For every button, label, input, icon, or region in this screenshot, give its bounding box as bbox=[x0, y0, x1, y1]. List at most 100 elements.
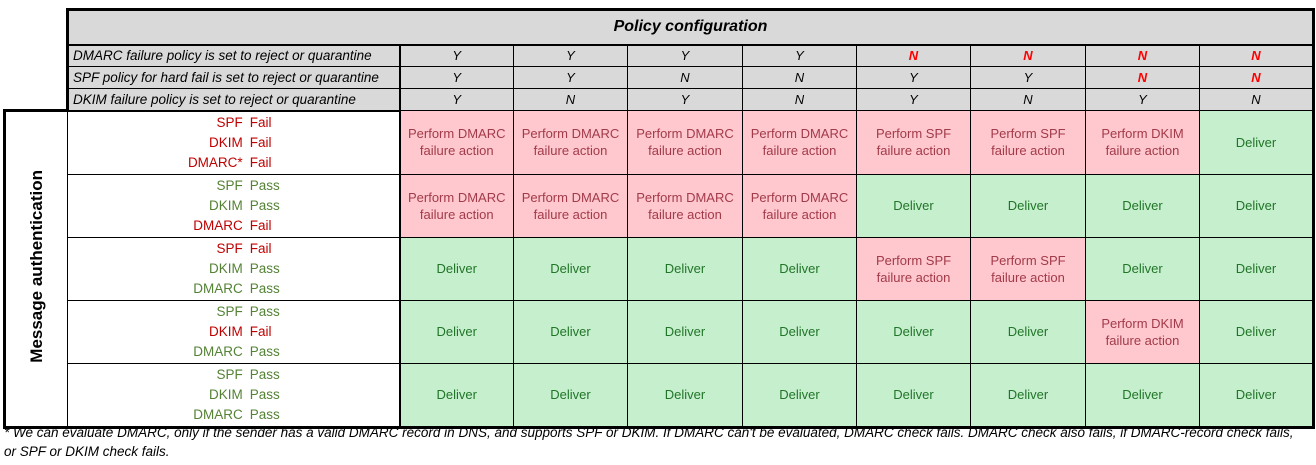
outcome-cell: Deliver bbox=[513, 362, 628, 429]
footnote-line: or SPF or DKIM check fails. bbox=[4, 444, 170, 459]
status-label: Pass bbox=[249, 343, 280, 359]
policy-value-cell: N bbox=[742, 66, 857, 89]
protocol-label: DMARC bbox=[193, 343, 243, 359]
protocol-label: DKIM bbox=[208, 260, 243, 276]
status-label: Pass bbox=[249, 280, 280, 296]
protocol-label: DKIM bbox=[208, 197, 243, 213]
policy-value-cell: N bbox=[1085, 44, 1200, 67]
protocol-label: SPF bbox=[216, 114, 243, 130]
policy-value-cell: N bbox=[970, 88, 1086, 111]
outcome-cell: Deliver bbox=[399, 362, 514, 429]
message-authentication-label-text: Message authentication bbox=[26, 169, 46, 363]
policy-value-cell: Y bbox=[627, 44, 743, 67]
policy-value-cell: N bbox=[513, 88, 628, 111]
auth-state-line: SPF Pass bbox=[69, 365, 398, 385]
outcome-cell: Perform DMARC failure action bbox=[513, 110, 628, 175]
outcome-cell: Deliver bbox=[399, 299, 514, 364]
auth-state-cell: SPF Pass DKIM Fail DMARC Pass bbox=[67, 299, 401, 364]
outcome-cell: Deliver bbox=[1199, 236, 1315, 301]
policy-value-cell: N bbox=[1199, 44, 1315, 67]
outcome-cell: Deliver bbox=[1199, 299, 1315, 364]
policy-row-label: DMARC failure policy is set to reject or… bbox=[66, 44, 401, 67]
policy-value-cell: Y bbox=[627, 88, 743, 111]
status-label: Fail bbox=[249, 323, 272, 339]
outcome-cell: Deliver bbox=[1199, 173, 1315, 238]
policy-value-cell: Y bbox=[399, 88, 514, 111]
policy-configuration-header: Policy configuration bbox=[66, 8, 1315, 46]
outcome-cell: Deliver bbox=[856, 299, 971, 364]
outcome-cell: Deliver bbox=[1199, 110, 1315, 175]
auth-state-cell: SPF Fail DKIM Pass DMARC Pass bbox=[67, 236, 401, 301]
outcome-cell: Deliver bbox=[627, 236, 743, 301]
policy-value-cell: Y bbox=[513, 66, 628, 89]
policy-value-cell: N bbox=[1199, 66, 1315, 89]
outcome-cell: Deliver bbox=[513, 299, 628, 364]
policy-value-cell: Y bbox=[399, 66, 514, 89]
outcome-cell: Perform DMARC failure action bbox=[627, 173, 743, 238]
outcome-cell: Perform DMARC failure action bbox=[742, 110, 857, 175]
policy-value-cell: Y bbox=[399, 44, 514, 67]
auth-state-line: DMARC Pass bbox=[69, 342, 398, 362]
protocol-label: SPF bbox=[216, 303, 243, 319]
protocol-label: DKIM bbox=[208, 323, 243, 339]
outcome-cell: Perform DMARC failure action bbox=[513, 173, 628, 238]
auth-state-line: DMARC Pass bbox=[69, 405, 398, 425]
policy-value-cell: Y bbox=[513, 44, 628, 67]
status-label: Pass bbox=[249, 260, 280, 276]
outcome-cell: Deliver bbox=[970, 173, 1086, 238]
outcome-cell: Deliver bbox=[513, 236, 628, 301]
status-label: Fail bbox=[249, 217, 272, 233]
policy-value-cell: N bbox=[970, 44, 1086, 67]
auth-state-line: DKIM Pass bbox=[69, 196, 398, 216]
outcome-cell: Perform DKIM failure action bbox=[1085, 110, 1200, 175]
protocol-label: DMARC bbox=[193, 406, 243, 422]
outcome-cell: Deliver bbox=[1085, 236, 1200, 301]
outcome-cell: Deliver bbox=[627, 299, 743, 364]
protocol-label: DMARC bbox=[193, 280, 243, 296]
policy-value-cell: Y bbox=[970, 66, 1086, 89]
policy-value-cell: Y bbox=[742, 44, 857, 67]
policy-value-cell: N bbox=[742, 88, 857, 111]
outcome-cell: Perform DMARC failure action bbox=[399, 173, 514, 238]
status-label: Fail bbox=[249, 154, 272, 170]
status-label: Pass bbox=[249, 386, 280, 402]
auth-state-line: DKIM Pass bbox=[69, 259, 398, 279]
auth-state-line: SPF Pass bbox=[69, 302, 398, 322]
auth-state-line: DKIM Pass bbox=[69, 385, 398, 405]
auth-state-line: DKIM Fail bbox=[69, 133, 398, 153]
auth-state-cell: SPF Pass DKIM Pass DMARC Fail bbox=[67, 173, 401, 238]
outcome-cell: Deliver bbox=[1085, 173, 1200, 238]
outcome-cell: Deliver bbox=[742, 299, 857, 364]
footnote: * We can evaluate DMARC, only if the sen… bbox=[4, 423, 1312, 461]
outcome-cell: Perform SPF failure action bbox=[856, 236, 971, 301]
outcome-cell: Deliver bbox=[1199, 362, 1315, 429]
status-label: Fail bbox=[249, 114, 272, 130]
outcome-cell: Deliver bbox=[856, 362, 971, 429]
status-label: Pass bbox=[249, 197, 280, 213]
policy-value-cell: N bbox=[856, 44, 971, 67]
auth-state-line: SPF Fail bbox=[69, 113, 398, 133]
empty-corner bbox=[4, 9, 68, 111]
auth-state-line: DKIM Fail bbox=[69, 322, 398, 342]
policy-value-cell: N bbox=[1085, 66, 1200, 89]
outcome-cell: Deliver bbox=[627, 362, 743, 429]
policy-value-cell: N bbox=[1199, 88, 1315, 111]
policy-value-cell: Y bbox=[1085, 88, 1200, 111]
auth-state-line: DMARC Pass bbox=[69, 279, 398, 299]
policy-matrix-table: Policy configuration DMARC failure policy… bbox=[3, 8, 1315, 429]
protocol-label: SPF bbox=[216, 366, 243, 382]
status-label: Pass bbox=[249, 366, 280, 382]
policy-row-label: SPF policy for hard fail is set to rejec… bbox=[66, 66, 401, 89]
protocol-label: SPF bbox=[216, 177, 243, 193]
protocol-label: DMARC* bbox=[187, 154, 243, 170]
auth-state-line: SPF Pass bbox=[69, 176, 398, 196]
policy-value-cell: Y bbox=[856, 88, 971, 111]
status-label: Pass bbox=[249, 303, 280, 319]
outcome-cell: Perform DKIM failure action bbox=[1085, 299, 1200, 364]
policy-value-cell: Y bbox=[856, 66, 971, 89]
outcome-cell: Perform SPF failure action bbox=[970, 110, 1086, 175]
auth-state-line: DMARC Fail bbox=[69, 216, 398, 236]
outcome-cell: Perform SPF failure action bbox=[856, 110, 971, 175]
footnote-line: * We can evaluate DMARC, only if the sen… bbox=[4, 425, 1294, 440]
